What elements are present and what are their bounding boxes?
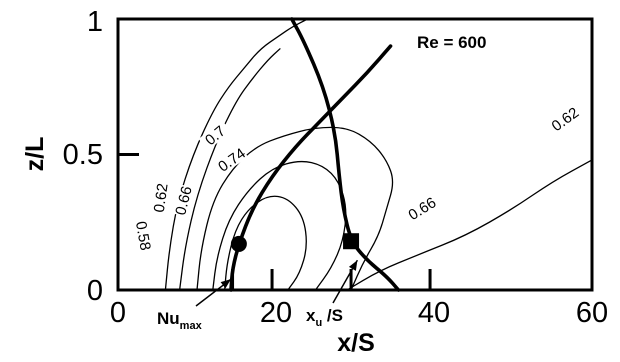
contour-label-bg-3 xyxy=(198,119,232,151)
contour-label-bg-5 xyxy=(405,193,439,223)
x-tick-label-0: 0 xyxy=(110,297,126,329)
xu-annotation: xu /S xyxy=(306,306,343,329)
x-tick-label-40: 40 xyxy=(418,297,450,329)
circle-marker xyxy=(230,235,247,252)
contour-label-bg-6 xyxy=(548,103,582,134)
contour-labels: 0.580.62 0.660.70.740.660.62 xyxy=(132,103,583,252)
bold-curves xyxy=(229,17,401,292)
contour-nu-0-62-4 xyxy=(346,159,593,291)
contour-label-0-62-1: 0.62 xyxy=(151,182,172,213)
nu-max-annotation: Numax xyxy=(157,309,203,332)
contour-label-bg-0 xyxy=(133,219,154,252)
contour-label-0-66-2: 0.66 xyxy=(172,184,196,216)
square-marker xyxy=(343,233,360,250)
curve-x-u-s-1 xyxy=(290,17,401,292)
x-axis-title: x/S xyxy=(337,329,375,357)
reynolds-label: Re = 600 xyxy=(417,33,486,52)
plot-frame xyxy=(116,17,594,292)
contour-label-bg-4 xyxy=(214,144,249,175)
x-tick-label-20: 20 xyxy=(260,297,292,329)
contour-label-bg-2 xyxy=(172,184,194,217)
annotation-arrows xyxy=(195,259,359,307)
y-tick-label-0: 0 xyxy=(87,275,103,307)
xu-arrow-head xyxy=(348,260,358,271)
curve-markers xyxy=(230,233,360,252)
contour-label-bg-1 xyxy=(150,181,170,214)
contour-nu-0-62-3 xyxy=(178,48,281,291)
contour-nu-0-66-5 xyxy=(196,126,394,291)
contour-label-0-66-5: 0.66 xyxy=(406,194,440,224)
contour-label-0-58-0: 0.58 xyxy=(132,220,154,252)
y-tick-label-1: 1 xyxy=(87,6,103,38)
curve-nu-max-0 xyxy=(229,44,393,292)
y-tick-label-0.5: 0.5 xyxy=(63,139,103,171)
contour-label-0-62-6: 0.62 xyxy=(549,104,583,135)
y-axis-title: z/L xyxy=(21,137,49,172)
x-tick-label-60: 60 xyxy=(576,297,608,329)
axis-ticks xyxy=(118,153,432,290)
nu-max-arrow-head xyxy=(220,279,231,289)
